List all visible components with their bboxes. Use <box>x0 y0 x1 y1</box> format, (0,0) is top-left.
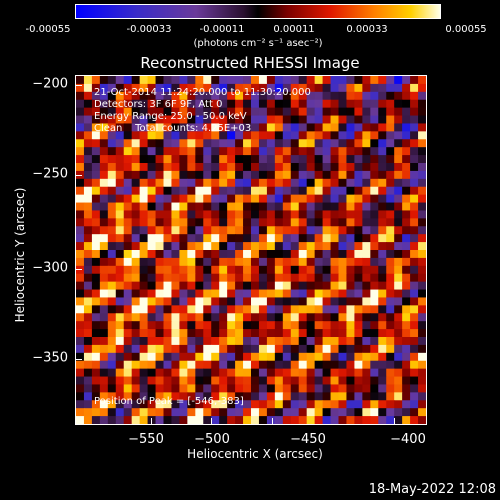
y-tick-label: −350 <box>32 350 68 366</box>
plot-title: Reconstructed RHESSI Image <box>140 54 360 72</box>
y-tick <box>76 175 82 176</box>
y-tick <box>76 359 82 360</box>
x-tick <box>211 418 212 424</box>
y-tick-label: −300 <box>32 260 68 276</box>
y-tick-label: −200 <box>32 76 68 92</box>
x-tick-label: −400 <box>390 432 426 447</box>
x-tick <box>394 418 395 424</box>
peak-position: Position of Peak = [-546,-383] <box>94 396 244 407</box>
colorbar-tick-label: 0.00011 <box>273 24 315 35</box>
info-time-range: 21-Oct-2014 11:24:20.000 to 11:30:20.000 <box>94 87 311 98</box>
colorbar-tick-label: -0.00011 <box>199 24 245 35</box>
colorbar-tick-label: 0.00055 <box>445 24 487 35</box>
info-detectors: Detectors: 3F 6F 9F, Att 0 <box>94 99 223 110</box>
image-frame <box>75 75 427 425</box>
colorbar-tick-label: -0.00055 <box>25 24 71 35</box>
colorbar-units: (photons cm⁻² s⁻¹ asec⁻²) <box>193 38 323 49</box>
y-tick-label: −250 <box>32 166 68 182</box>
x-tick <box>151 418 152 424</box>
colorbar-tick-label: 0.00033 <box>346 24 388 35</box>
x-tick-label: −550 <box>128 432 164 447</box>
x-tick-label: −500 <box>194 432 230 447</box>
colorbar-tick-label: -0.00033 <box>126 24 172 35</box>
y-tick <box>76 85 82 86</box>
x-tick <box>272 418 273 424</box>
timestamp: 18-May-2022 12:08 <box>368 482 496 497</box>
x-tick-label: −450 <box>290 432 326 447</box>
y-tick <box>76 269 82 270</box>
rhessi-image-heatmap <box>76 76 426 424</box>
y-axis-label: Heliocentric Y (arcsec) <box>13 187 27 323</box>
colorbar <box>75 4 441 19</box>
x-axis-label: Heliocentric X (arcsec) <box>187 447 323 461</box>
info-clean-counts: Clean Total counts: 4.25E+03 <box>94 123 252 134</box>
info-energy-range: Energy Range: 25.0 - 50.0 keV <box>94 111 247 122</box>
